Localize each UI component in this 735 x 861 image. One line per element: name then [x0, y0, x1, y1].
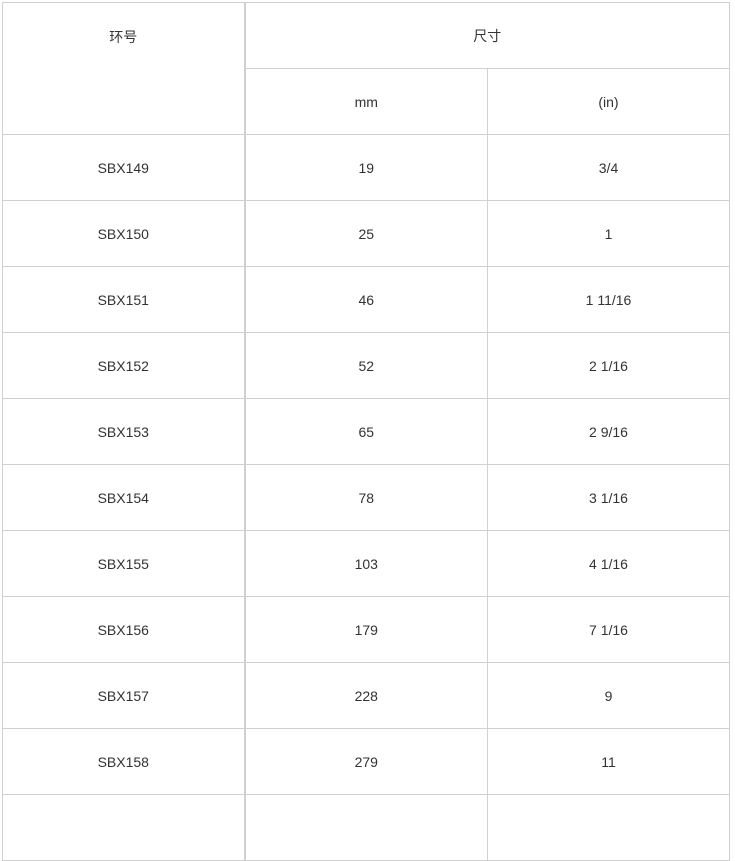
in-cell: 7 1/16	[487, 596, 730, 663]
in-cell: 3/4	[487, 134, 730, 201]
header-mm: mm	[244, 68, 488, 135]
ring-cell: SBX157	[2, 662, 246, 729]
mm-cell: 103	[244, 530, 488, 597]
header-in: (in)	[487, 68, 730, 135]
ring-cell: SBX150	[2, 200, 246, 267]
mm-cell: 46	[244, 266, 488, 333]
header-row: 环号 尺寸	[2, 2, 730, 135]
mm-cell: 279	[244, 728, 488, 795]
empty-cell	[244, 794, 488, 861]
table-row: SBX155 103 4 1/16	[2, 530, 730, 597]
mm-cell: 179	[244, 596, 488, 663]
table-row: SBX158 279 11	[2, 728, 730, 795]
empty-cell	[2, 794, 246, 861]
mm-cell: 25	[244, 200, 488, 267]
mm-cell: 78	[244, 464, 488, 531]
ring-cell: SBX154	[2, 464, 246, 531]
table-row: SBX150 25 1	[2, 200, 730, 267]
ring-cell: SBX156	[2, 596, 246, 663]
subheader-row: mm (in)	[3, 68, 730, 135]
in-cell: 1 11/16	[487, 266, 730, 333]
in-cell: 3 1/16	[487, 464, 730, 531]
mm-cell: 19	[244, 134, 488, 201]
mm-cell: 52	[244, 332, 488, 399]
mm-cell: 228	[244, 662, 488, 729]
in-cell: 11	[487, 728, 730, 795]
in-cell: 1	[487, 200, 730, 267]
header-size: 尺寸	[244, 2, 730, 69]
ring-cell: SBX149	[2, 134, 246, 201]
table-row: SBX157 228 9	[2, 662, 730, 729]
ring-cell: SBX153	[2, 398, 246, 465]
in-cell: 4 1/16	[487, 530, 730, 597]
table-row: SBX156 179 7 1/16	[2, 596, 730, 663]
mm-cell: 65	[244, 398, 488, 465]
in-cell: 9	[487, 662, 730, 729]
table-row: SBX153 65 2 9/16	[2, 398, 730, 465]
empty-cell	[487, 794, 730, 861]
in-cell: 2 1/16	[487, 332, 730, 399]
table-row: SBX149 19 3/4	[2, 134, 730, 201]
in-cell: 2 9/16	[487, 398, 730, 465]
table-row-partial	[2, 794, 730, 861]
ring-cell: SBX158	[2, 728, 246, 795]
ring-cell: SBX152	[2, 332, 246, 399]
ring-cell: SBX151	[2, 266, 246, 333]
ring-cell: SBX155	[2, 530, 246, 597]
table-row: SBX152 52 2 1/16	[2, 332, 730, 399]
header-ring-no: 环号	[2, 2, 246, 135]
table-row: SBX154 78 3 1/16	[2, 464, 730, 531]
table-row: SBX151 46 1 11/16	[2, 266, 730, 333]
